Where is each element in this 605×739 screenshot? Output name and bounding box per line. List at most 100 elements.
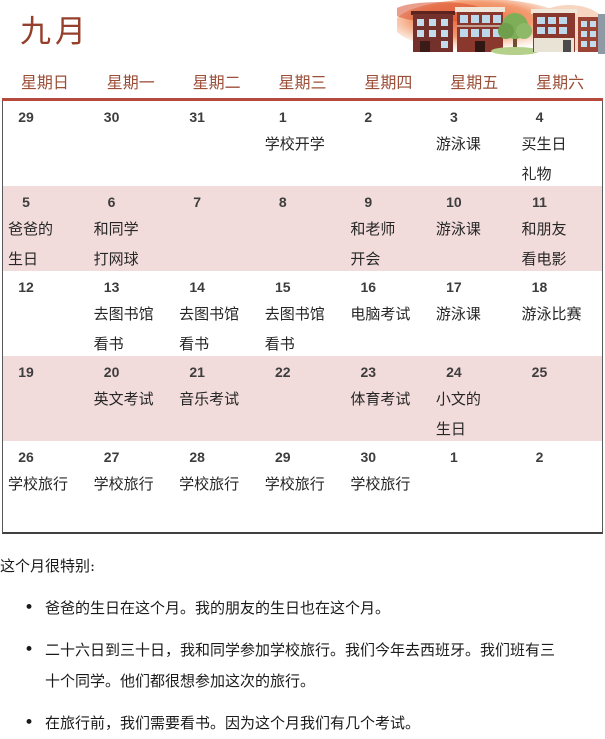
cell-date: 2 <box>364 109 373 125</box>
calendar-cell: 24 小文的 生日 <box>431 356 517 441</box>
calendar-cell: 29 学校旅行 <box>260 441 346 532</box>
cell-date: 14 <box>189 279 205 295</box>
cell-date: 24 <box>446 364 462 380</box>
cell-date: 17 <box>446 279 462 295</box>
calendar-cell: 8 <box>260 186 346 271</box>
calendar-cell: 22 <box>260 356 346 441</box>
weekday-sunday: 星期日 <box>20 73 69 92</box>
calendar-week-row: 5 爸爸的 生日 6 和同学 打网球 7 8 9 和老师 开会 10 游泳课 11 和朋友 看电影 <box>3 186 602 271</box>
note-item: 在旅行前，我们需要看书。因为这个月我们有几个考试。 <box>0 708 557 739</box>
calendar-grid: 29 30 31 1 学校开学 2 3 游泳课 4 买生日 礼物 5 爸爸的 生日 6 和同学 打网球 7 8… <box>2 101 603 534</box>
cell-event-text: 电脑考试 <box>350 305 411 323</box>
cell-date: 29 <box>18 109 34 125</box>
calendar-cell: 26 学校旅行 <box>3 441 89 532</box>
cell-date: 31 <box>189 109 205 125</box>
calendar-cell: 12 <box>3 271 89 356</box>
cell-date: 18 <box>531 279 548 295</box>
cell-event-text: 和老师 开会 <box>350 220 396 268</box>
weekday-wednesday: 星期三 <box>278 73 327 92</box>
cell-date: 6 <box>107 194 116 210</box>
calendar-week-row: 19 20 英文考试 21 音乐考试 22 23 体育考试 24 小文的 生日 25 <box>3 356 602 441</box>
cell-date: 4 <box>535 109 544 125</box>
calendar-cell: 2 <box>516 441 602 532</box>
calendar-cell: 31 <box>174 101 260 186</box>
notes-section: 这个月很特别: 爸爸的生日在这个月。我的朋友的生日也在这个月。 二十六日到三十日… <box>0 555 605 739</box>
cell-event-text: 爸爸的 生日 <box>8 220 54 268</box>
calendar-cell: 30 <box>89 101 175 186</box>
cell-date: 25 <box>531 364 548 380</box>
cell-date: 11 <box>532 194 547 210</box>
cell-date: 30 <box>360 449 377 465</box>
cell-date: 7 <box>193 194 202 210</box>
notes-list: 爸爸的生日在这个月。我的朋友的生日也在这个月。 二十六日到三十日，我和同学参加学… <box>0 593 605 739</box>
cell-date: 3 <box>449 109 458 125</box>
note-item: 爸爸的生日在这个月。我的朋友的生日也在这个月。 <box>0 593 557 624</box>
note-item: 二十六日到三十日，我和同学参加学校旅行。我们今年去西班牙。我们班有三十个同学。他… <box>0 635 557 697</box>
cell-event-text: 音乐考试 <box>179 390 240 408</box>
cell-event-text: 学校旅行 <box>8 475 69 493</box>
cell-date: 29 <box>274 449 291 465</box>
cell-date: 8 <box>278 194 287 210</box>
cell-date: 10 <box>446 194 462 210</box>
cell-event-text: 学校开学 <box>264 135 325 153</box>
page-title: 九月 <box>20 14 90 50</box>
cell-event-text: 去图书馆 看书 <box>179 305 240 353</box>
cell-event-text: 买生日 礼物 <box>521 135 567 183</box>
cell-event-text: 学校旅行 <box>350 475 411 493</box>
calendar-cell: 1 <box>431 441 517 532</box>
calendar-cell: 9 和老师 开会 <box>345 186 431 271</box>
cell-event-text: 去图书馆 看书 <box>264 305 325 353</box>
calendar-week-row: 12 13 去图书馆 看书 14 去图书馆 看书 15 去图书馆 看书 16 电脑考试 17 游泳课… <box>3 271 602 356</box>
cell-date: 22 <box>274 364 291 380</box>
weekday-friday: 星期五 <box>450 73 499 92</box>
cell-date: 28 <box>189 449 205 465</box>
calendar-cell: 25 <box>516 356 602 441</box>
cell-event-text: 英文考试 <box>93 390 154 408</box>
cell-date: 1 <box>278 109 287 125</box>
calendar-cell: 10 游泳课 <box>431 186 517 271</box>
cell-event-text: 游泳课 <box>435 305 481 323</box>
calendar-cell: 23 体育考试 <box>345 356 431 441</box>
cell-date: 9 <box>364 194 373 210</box>
cell-date: 15 <box>274 279 291 295</box>
calendar-cell: 20 英文考试 <box>89 356 175 441</box>
calendar-cell: 21 音乐考试 <box>174 356 260 441</box>
cell-date: 26 <box>18 449 34 465</box>
cell-date: 20 <box>103 364 120 380</box>
calendar-cell: 29 <box>3 101 89 186</box>
cell-date: 27 <box>103 449 120 465</box>
weekday-monday: 星期一 <box>106 73 155 92</box>
cell-event-text: 和同学 打网球 <box>93 220 139 268</box>
cell-event-text: 学校旅行 <box>264 475 325 493</box>
header-divider-line <box>2 98 603 101</box>
calendar-cell: 7 <box>174 186 260 271</box>
calendar-cell: 13 去图书馆 看书 <box>89 271 175 356</box>
weekday-thursday: 星期四 <box>364 73 413 92</box>
cell-date: 19 <box>18 364 34 380</box>
cell-date: 5 <box>22 194 30 210</box>
cell-date: 23 <box>360 364 377 380</box>
weekday-saturday: 星期六 <box>536 73 585 92</box>
calendar-cell: 28 学校旅行 <box>174 441 260 532</box>
calendar-cell: 17 游泳课 <box>431 271 517 356</box>
cell-event-text: 小文的 生日 <box>435 390 481 438</box>
calendar-cell: 18 游泳比赛 <box>516 271 602 356</box>
cell-date: 21 <box>189 364 205 380</box>
cell-event-text: 和朋友 看电影 <box>521 220 567 268</box>
cell-date: 12 <box>18 279 34 295</box>
calendar-cell: 5 爸爸的 生日 <box>3 186 89 271</box>
calendar-cell: 14 去图书馆 看书 <box>174 271 260 356</box>
calendar-week-row: 26 学校旅行 27 学校旅行 28 学校旅行 29 学校旅行 30 学校旅行 1 2 <box>3 441 602 532</box>
cell-event-text: 游泳课 <box>435 135 481 153</box>
cell-event-text: 学校旅行 <box>93 475 154 493</box>
calendar-cell: 11 和朋友 看电影 <box>516 186 602 271</box>
calendar-week-row: 29 30 31 1 学校开学 2 3 游泳课 4 买生日 礼物 <box>3 101 602 186</box>
cell-date: 1 <box>449 449 458 465</box>
cell-date: 2 <box>535 449 544 465</box>
calendar-cell: 19 <box>3 356 89 441</box>
weekday-tuesday: 星期二 <box>192 73 241 92</box>
notes-intro: 这个月很特别: <box>0 557 96 575</box>
cell-event-text: 游泳课 <box>435 220 481 238</box>
calendar-cell: 1 学校开学 <box>260 101 346 186</box>
